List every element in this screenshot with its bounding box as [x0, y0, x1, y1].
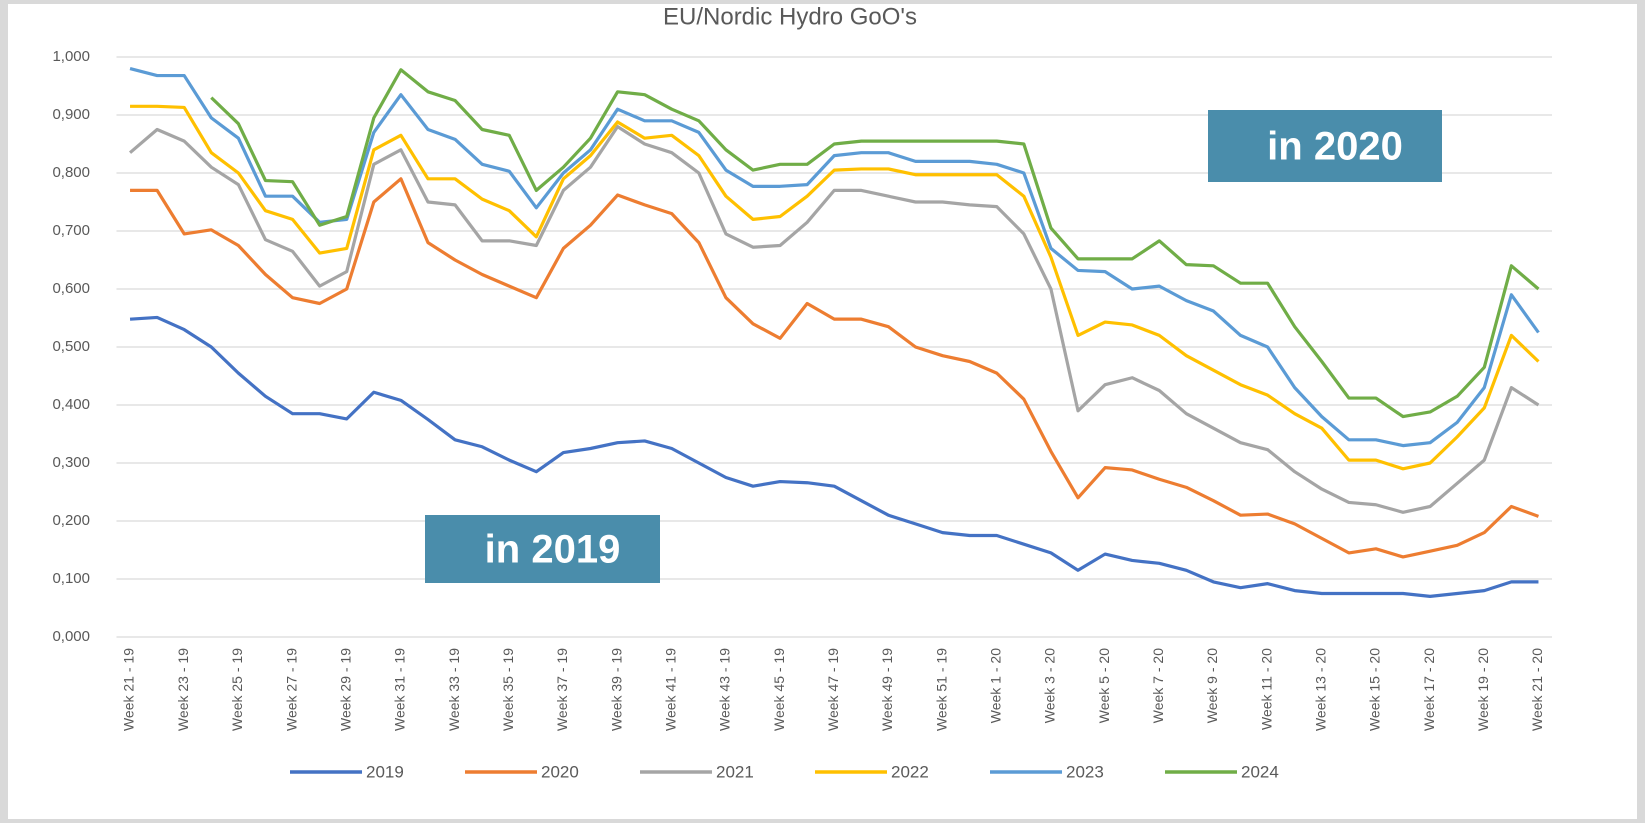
x-tick-label: Week 35 - 19	[500, 648, 516, 731]
x-tick-label: Week 1 - 20	[987, 648, 1003, 723]
x-tick-label: Week 37 - 19	[554, 648, 570, 731]
x-tick-label: Week 33 - 19	[446, 648, 462, 731]
y-tick-label: 1,000	[52, 48, 90, 65]
series-line	[130, 177, 1540, 559]
y-tick-label: 0,700	[52, 222, 90, 239]
x-tick-label: Week 21 - 20	[1529, 648, 1545, 731]
series-line	[130, 104, 1540, 471]
x-tick-label: Week 31 - 19	[392, 648, 408, 731]
annotation-box	[425, 515, 660, 583]
y-tick-label: 0,300	[52, 454, 90, 471]
x-tick-label: Week 27 - 19	[283, 648, 299, 731]
legend-label: 2024	[1241, 762, 1279, 781]
legend-label: 2022	[891, 762, 929, 781]
x-tick-label: Week 15 - 20	[1367, 648, 1383, 731]
annotation-text: in 2020	[1267, 125, 1403, 169]
x-tick-label: Week 43 - 19	[717, 648, 733, 731]
series-line	[129, 67, 1540, 448]
annotation-box	[1208, 110, 1442, 182]
y-tick-label: 0,500	[52, 338, 90, 355]
x-tick-label: Week 7 - 20	[1150, 648, 1166, 723]
y-tick-label: 0,100	[52, 570, 90, 587]
x-tick-label: Week 13 - 20	[1312, 648, 1328, 731]
x-tick-label: Week 21 - 19	[121, 648, 137, 731]
y-tick-label: 0,900	[52, 106, 90, 123]
y-tick-label: 0,000	[52, 628, 90, 645]
legend-label: 2019	[366, 762, 404, 781]
x-tick-label: Week 23 - 19	[175, 648, 191, 731]
x-tick-label: Week 41 - 19	[662, 648, 678, 731]
series-line	[129, 315, 1539, 598]
x-tick-label: Week 45 - 19	[771, 648, 787, 731]
x-tick-label: Week 39 - 19	[608, 648, 624, 731]
legend-label: 2023	[1066, 762, 1104, 781]
y-tick-label: 0,800	[52, 164, 90, 181]
x-tick-label: Week 5 - 20	[1096, 648, 1112, 723]
x-tick-label: Week 3 - 20	[1042, 648, 1058, 723]
y-tick-label: 0,200	[52, 512, 90, 529]
legend-label: 2021	[716, 762, 754, 781]
legend-label: 2020	[541, 762, 579, 781]
x-tick-label: Week 11 - 20	[1258, 648, 1274, 730]
series-line	[210, 68, 1540, 419]
annotation-text: in 2019	[485, 528, 621, 572]
x-tick-label: Week 19 - 20	[1475, 648, 1491, 731]
x-tick-label: Week 47 - 19	[825, 648, 841, 731]
x-tick-label: Week 25 - 19	[229, 648, 245, 731]
chart-title: EU/Nordic Hydro GoO's	[663, 3, 917, 30]
x-tick-label: Week 17 - 20	[1421, 648, 1437, 731]
x-tick-label: Week 51 - 19	[933, 648, 949, 731]
y-tick-label: 0,400	[52, 396, 90, 413]
x-tick-label: Week 29 - 19	[337, 648, 353, 731]
x-tick-label: Week 9 - 20	[1204, 648, 1220, 723]
x-tick-label: Week 49 - 19	[879, 648, 895, 731]
series-line	[128, 125, 1540, 514]
y-tick-label: 0,600	[52, 280, 90, 297]
